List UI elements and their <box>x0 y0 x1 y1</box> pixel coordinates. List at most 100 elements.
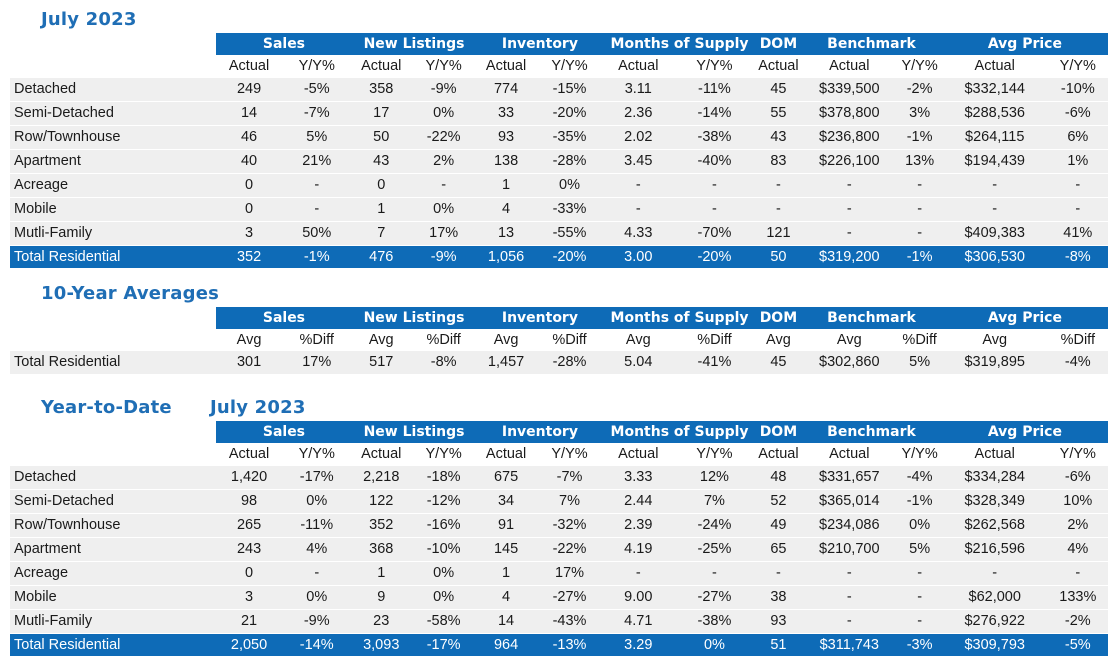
table-cell: -17% <box>410 633 477 656</box>
table-cell: 0% <box>897 513 942 538</box>
table-cell: 964 <box>476 633 536 656</box>
ytd-period-title: July 2023 <box>210 397 306 418</box>
table-cell: 4 <box>476 585 536 610</box>
table-cell: 0% <box>410 561 477 586</box>
table-cell: -4% <box>1047 351 1108 374</box>
header-spacer <box>10 443 216 466</box>
row-label: Mobile <box>10 585 217 610</box>
group-header: Inventory <box>476 33 604 55</box>
table-row: Apartment 243 4% 368 -10% 145 -22% 4.19 -25% 65 $2… <box>10 537 1108 562</box>
column-header: %Diff <box>299 332 334 348</box>
row-label: Total Residential <box>10 245 217 268</box>
table-cell: - <box>1047 561 1108 586</box>
table-row: Mutli-Family 3 50% 7 17% 13 -55% 4.33 -70% 121- - $… <box>10 221 1108 246</box>
row-label: Semi-Detached <box>10 489 217 514</box>
row-label: Row/Townhouse <box>10 125 217 150</box>
column-header: Avg <box>493 332 519 348</box>
table-cell: -12% <box>410 489 477 514</box>
table-cell: $311,743 <box>801 633 898 656</box>
table-row: Row/Townhouse 46 5% 50 -22% 93 -35% 2.02 -38% 43 $… <box>10 125 1108 150</box>
table-cell: -8% <box>410 351 477 374</box>
column-header: Y/Y% <box>1059 446 1096 462</box>
table-cell: -28% <box>535 351 604 374</box>
table-cell: $194,439 <box>941 149 1048 174</box>
table-cell: 6% <box>1047 125 1108 150</box>
table-cell: $365,014 <box>801 489 898 514</box>
table-cell: 517 <box>351 351 411 374</box>
table-cell: - <box>897 561 942 586</box>
group-header: New Listings <box>351 421 477 443</box>
header-spacer <box>10 329 216 351</box>
table-cell: $332,144 <box>941 77 1048 102</box>
table-row: Acreage 0-1 0% 1 17% - - - - - - - <box>10 561 1108 586</box>
group-header: Sales <box>216 33 352 55</box>
table-cell: -10% <box>1047 77 1108 102</box>
table-row: Detached 249 -5% 358 -9% 774 -15% 3.11 -11% 45 $33… <box>10 77 1108 102</box>
column-header: %Diff <box>552 332 587 348</box>
table-cell: 2.36 <box>603 101 674 126</box>
table-cell: 352 <box>351 513 411 538</box>
row-label: Detached <box>10 465 217 490</box>
table-cell: 368 <box>351 537 411 562</box>
table-cell: 46 <box>216 125 282 150</box>
table-cell: 17% <box>410 221 477 246</box>
table-cell: 7 <box>351 221 411 246</box>
table-cell: - <box>755 173 802 198</box>
row-label: Mobile <box>10 197 217 222</box>
table-cell: - <box>755 197 802 222</box>
group-header: Months of Supply <box>603 307 756 329</box>
table-cell: - <box>1047 197 1108 222</box>
table-cell: $409,383 <box>941 221 1048 246</box>
table-cell: $339,500 <box>801 77 898 102</box>
table-cell: 0 <box>216 197 282 222</box>
table-cell: 5% <box>281 125 352 150</box>
table-cell: $234,086 <box>801 513 898 538</box>
column-header: Y/Y% <box>901 446 938 462</box>
table-cell: $302,860 <box>801 351 898 374</box>
table-cell: 145 <box>476 537 536 562</box>
table-row: Row/Townhouse 265 -11% 352 -16% 91 -32% 2.39 -24… <box>10 513 1108 538</box>
table-cell: 265 <box>216 513 282 538</box>
table-cell: $216,596 <box>941 537 1048 562</box>
column-header-row: Actual Y/Y% Actual Y/Y% Actual Y/Y% Actual Y/Y%… <box>10 55 1108 78</box>
table-cell: 10% <box>1047 489 1108 514</box>
table-row: Apartment 40 21% 43 2% 138 -28% 3.45 -40% 83 $226,… <box>10 149 1108 174</box>
table-cell: -5% <box>281 77 352 102</box>
table-row: Semi-Detached 98 0% 122 -12% 34 7% 2.44 7% 52 $365… <box>10 489 1108 514</box>
table-cell: 3,093 <box>351 633 411 656</box>
table-cell: - <box>941 173 1048 198</box>
table-cell: 1,457 <box>476 351 536 374</box>
table-cell: -5% <box>1047 633 1108 656</box>
table-cell: -32% <box>535 513 604 538</box>
row-label: Row/Townhouse <box>10 513 217 538</box>
table-cell: -13% <box>535 633 604 656</box>
group-header: Benchmark <box>801 421 942 443</box>
table-cell: $276,922 <box>941 609 1048 634</box>
table-cell: -11% <box>673 77 756 102</box>
column-header: Y/Y% <box>901 58 938 74</box>
table-cell: 5.04 <box>603 351 674 374</box>
table-cell: -58% <box>410 609 477 634</box>
table-cell: 51 <box>755 633 802 656</box>
header-spacer <box>10 421 217 443</box>
column-header: Avg <box>836 332 862 348</box>
group-header-row: Sales New Listings Inventory Months of Supp… <box>10 421 1108 443</box>
column-header: Avg <box>236 332 262 348</box>
table-cell: -7% <box>281 101 352 126</box>
table-cell: 0% <box>535 173 604 198</box>
group-header: New Listings <box>351 33 477 55</box>
table-cell: 121 <box>755 221 802 246</box>
table-cell: 14 <box>216 101 282 126</box>
table-cell: 1 <box>351 561 411 586</box>
table-cell: 50 <box>755 245 802 268</box>
table-cell: $309,793 <box>941 633 1048 656</box>
table-cell: 1,420 <box>216 465 282 490</box>
table-cell: 675 <box>476 465 536 490</box>
table-cell: 33 <box>476 101 536 126</box>
table-cell: - <box>281 197 352 222</box>
row-label: Mutli-Family <box>10 609 217 634</box>
table-cell: - <box>941 197 1048 222</box>
row-label: Total Residential <box>10 633 217 656</box>
table-cell: -70% <box>673 221 756 246</box>
table-cell: 249 <box>216 77 282 102</box>
